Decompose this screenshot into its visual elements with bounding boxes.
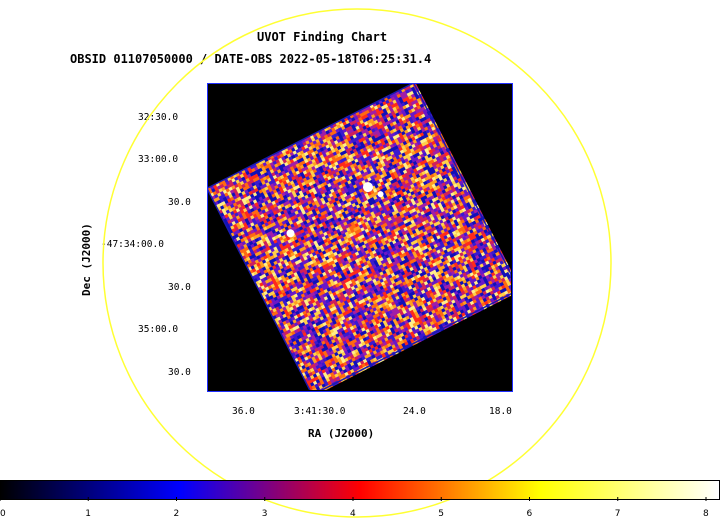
image-frame bbox=[207, 83, 513, 392]
uvot-image bbox=[208, 84, 511, 390]
chart-subtitle: OBSID 01107050000 / DATE-OBS 2022-05-18T… bbox=[70, 52, 432, 66]
rotated-detector-image bbox=[208, 84, 511, 390]
chart-title: UVOT Finding Chart bbox=[257, 30, 388, 44]
